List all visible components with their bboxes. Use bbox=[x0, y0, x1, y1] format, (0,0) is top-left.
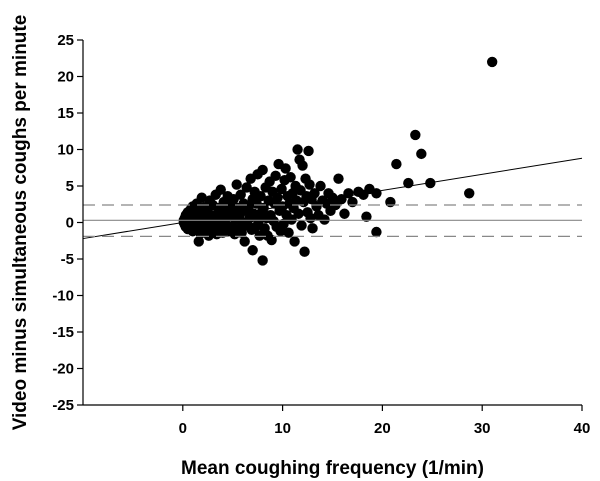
y-tick-label: 5 bbox=[66, 178, 74, 195]
y-axis-ticks: -25 -20 -15 -10 -5 0 5 10 15 20 25 bbox=[52, 32, 83, 414]
data-point bbox=[299, 246, 310, 257]
x-tick-label: 10 bbox=[274, 420, 291, 437]
data-point bbox=[339, 208, 350, 219]
data-points bbox=[178, 56, 498, 266]
data-point bbox=[303, 145, 314, 157]
data-point bbox=[247, 245, 258, 256]
data-point bbox=[276, 183, 287, 195]
data-point bbox=[272, 192, 283, 203]
regression-line bbox=[82, 157, 583, 240]
axes: 0 10 20 30 40 -25 -20 -15 -10 -5 0 5 10 15 20 25 bbox=[52, 32, 590, 437]
data-point bbox=[231, 179, 242, 190]
data-point bbox=[278, 218, 289, 230]
x-axis-ticks: 0 10 20 30 40 bbox=[179, 405, 591, 437]
x-tick-label: 0 bbox=[179, 420, 187, 437]
data-point bbox=[239, 236, 250, 247]
x-tick-label: 40 bbox=[574, 420, 591, 437]
data-point bbox=[270, 170, 281, 181]
data-point bbox=[486, 56, 498, 68]
data-point bbox=[255, 191, 266, 202]
y-tick-label: 10 bbox=[57, 142, 74, 159]
data-point bbox=[464, 188, 475, 199]
data-point bbox=[361, 211, 372, 222]
y-tick-label: -10 bbox=[52, 288, 74, 305]
data-point bbox=[292, 144, 303, 155]
data-point bbox=[315, 180, 326, 192]
data-point bbox=[286, 214, 297, 225]
y-tick-label: -5 bbox=[61, 251, 74, 268]
data-point bbox=[293, 208, 304, 219]
data-point bbox=[347, 196, 358, 208]
x-axis-title: Mean coughing frequency (1/min) bbox=[181, 458, 484, 479]
x-tick-label: 20 bbox=[374, 420, 391, 437]
data-point bbox=[391, 158, 402, 170]
data-point bbox=[333, 173, 344, 184]
data-point bbox=[196, 192, 207, 203]
y-axis-title: Video minus simultaneous coughs per minu… bbox=[10, 15, 31, 431]
data-point bbox=[296, 220, 307, 231]
data-point bbox=[193, 236, 204, 247]
data-point bbox=[280, 163, 291, 174]
data-point bbox=[371, 226, 382, 238]
data-point bbox=[304, 179, 315, 190]
data-point bbox=[235, 189, 246, 200]
y-tick-label: -20 bbox=[52, 361, 74, 378]
data-point bbox=[253, 215, 264, 227]
y-tick-label: -25 bbox=[52, 397, 74, 414]
plot-area bbox=[82, 56, 583, 266]
data-point bbox=[307, 223, 318, 234]
data-point bbox=[215, 184, 226, 195]
data-point bbox=[283, 227, 294, 238]
data-point bbox=[266, 234, 277, 246]
data-point bbox=[297, 160, 308, 171]
data-point bbox=[257, 255, 268, 266]
data-point bbox=[416, 148, 427, 160]
data-point bbox=[254, 230, 265, 241]
data-point bbox=[319, 214, 330, 225]
data-point bbox=[371, 188, 382, 199]
y-tick-label: -15 bbox=[52, 324, 74, 341]
y-tick-label: 25 bbox=[57, 32, 74, 49]
data-point bbox=[257, 164, 268, 176]
x-tick-label: 30 bbox=[474, 420, 491, 437]
y-tick-label: 20 bbox=[57, 69, 74, 86]
data-point bbox=[289, 236, 300, 247]
y-tick-label: 15 bbox=[57, 105, 74, 122]
data-point bbox=[285, 172, 296, 183]
data-point bbox=[385, 196, 396, 208]
data-point bbox=[236, 227, 247, 238]
data-point bbox=[241, 182, 252, 193]
data-point bbox=[410, 129, 421, 141]
y-tick-label: 0 bbox=[66, 215, 74, 232]
data-point bbox=[309, 188, 320, 199]
